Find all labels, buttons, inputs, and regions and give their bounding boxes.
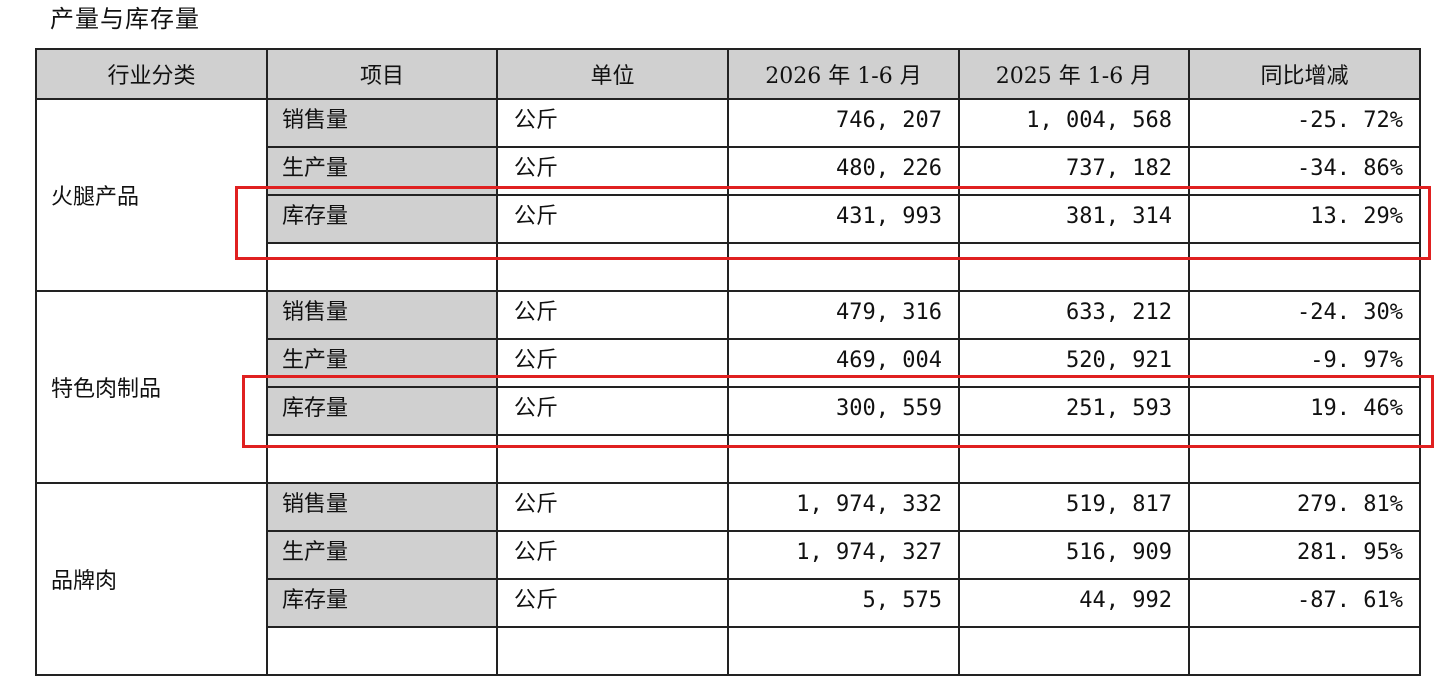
empty-cell	[727, 434, 960, 484]
empty-cell	[496, 626, 729, 676]
table-row: 库存量 公斤 300, 559 251, 593 19. 46%	[36, 386, 1421, 436]
unit-cell: 公斤	[496, 482, 729, 532]
unit-cell: 公斤	[496, 386, 729, 436]
value-2026-cell: 1, 974, 327	[727, 530, 960, 580]
unit-cell: 公斤	[496, 290, 729, 340]
item-cell: 库存量	[266, 194, 498, 244]
empty-cell	[958, 434, 1190, 484]
value-2025-cell: 633, 212	[958, 290, 1190, 340]
value-2026-cell: 300, 559	[727, 386, 960, 436]
value-2026-cell: 469, 004	[727, 338, 960, 388]
yoy-cell: -9. 97%	[1188, 338, 1421, 388]
empty-cell	[958, 626, 1190, 676]
empty-cell	[1188, 242, 1421, 292]
yoy-cell: -25. 72%	[1188, 98, 1421, 148]
table-row: 库存量 公斤 5, 575 44, 992 -87. 61%	[36, 578, 1421, 628]
table-spacer-row	[36, 434, 1421, 484]
item-cell: 销售量	[266, 482, 498, 532]
value-2026-cell: 431, 993	[727, 194, 960, 244]
value-2026-cell: 746, 207	[727, 98, 960, 148]
unit-cell: 公斤	[496, 530, 729, 580]
table-row: 库存量 公斤 431, 993 381, 314 13. 29%	[36, 194, 1421, 244]
empty-cell	[266, 434, 498, 484]
category-cell: 品牌肉	[35, 482, 268, 676]
yoy-cell: -34. 86%	[1188, 146, 1421, 196]
item-cell: 销售量	[266, 290, 498, 340]
header-2026: 2026 年 1-6 月	[727, 48, 960, 100]
header-item: 项目	[266, 48, 498, 100]
empty-cell	[266, 626, 498, 676]
value-2025-cell: 1, 004, 568	[958, 98, 1190, 148]
empty-cell	[496, 434, 729, 484]
value-2025-cell: 520, 921	[958, 338, 1190, 388]
table-row: 品牌肉 销售量 公斤 1, 974, 332 519, 817 279. 81%	[35, 482, 1421, 676]
value-2026-cell: 480, 226	[727, 146, 960, 196]
value-2025-cell: 516, 909	[958, 530, 1190, 580]
value-2025-cell: 737, 182	[958, 146, 1190, 196]
unit-cell: 公斤	[496, 98, 729, 148]
table-row: 火腿产品 销售量 公斤 746, 207 1, 004, 568 -25. 72…	[35, 98, 1421, 292]
yoy-cell: 13. 29%	[1188, 194, 1421, 244]
empty-cell	[496, 242, 729, 292]
table-row: 生产量 公斤 469, 004 520, 921 -9. 97%	[36, 338, 1421, 388]
table-spacer-row	[36, 242, 1421, 292]
empty-cell	[1188, 626, 1421, 676]
category-cell: 火腿产品	[35, 98, 268, 292]
empty-cell	[727, 626, 960, 676]
item-cell: 库存量	[266, 578, 498, 628]
unit-cell: 公斤	[496, 338, 729, 388]
category-cell: 特色肉制品	[35, 290, 268, 484]
value-2026-cell: 5, 575	[727, 578, 960, 628]
header-2025: 2025 年 1-6 月	[958, 48, 1190, 100]
yoy-cell: -24. 30%	[1188, 290, 1421, 340]
empty-cell	[266, 242, 498, 292]
unit-cell: 公斤	[496, 146, 729, 196]
item-cell: 生产量	[266, 530, 498, 580]
header-category: 行业分类	[35, 48, 268, 100]
table-row: 生产量 公斤 1, 974, 327 516, 909 281. 95%	[36, 530, 1421, 580]
value-2025-cell: 44, 992	[958, 578, 1190, 628]
empty-cell	[958, 242, 1190, 292]
value-2026-cell: 479, 316	[727, 290, 960, 340]
header-unit: 单位	[496, 48, 729, 100]
production-inventory-table: 行业分类 项目 单位 2026 年 1-6 月 2025 年 1-6 月 同比增…	[35, 48, 1421, 676]
unit-cell: 公斤	[496, 194, 729, 244]
empty-cell	[727, 242, 960, 292]
yoy-cell: 281. 95%	[1188, 530, 1421, 580]
item-cell: 库存量	[266, 386, 498, 436]
table-header-row: 行业分类 项目 单位 2026 年 1-6 月 2025 年 1-6 月 同比增…	[35, 48, 1421, 100]
item-cell: 销售量	[266, 98, 498, 148]
item-cell: 生产量	[266, 146, 498, 196]
table-row: 特色肉制品 销售量 公斤 479, 316 633, 212 -24. 30%	[35, 290, 1421, 484]
yoy-cell: 19. 46%	[1188, 386, 1421, 436]
header-yoy: 同比增减	[1188, 48, 1421, 100]
item-cell: 生产量	[266, 338, 498, 388]
page-title: 产量与库存量	[50, 5, 200, 33]
yoy-cell: 279. 81%	[1188, 482, 1421, 532]
value-2025-cell: 519, 817	[958, 482, 1190, 532]
table-spacer-row	[36, 626, 1421, 676]
empty-cell	[1188, 434, 1421, 484]
value-2026-cell: 1, 974, 332	[727, 482, 960, 532]
unit-cell: 公斤	[496, 578, 729, 628]
value-2025-cell: 381, 314	[958, 194, 1190, 244]
value-2025-cell: 251, 593	[958, 386, 1190, 436]
yoy-cell: -87. 61%	[1188, 578, 1421, 628]
